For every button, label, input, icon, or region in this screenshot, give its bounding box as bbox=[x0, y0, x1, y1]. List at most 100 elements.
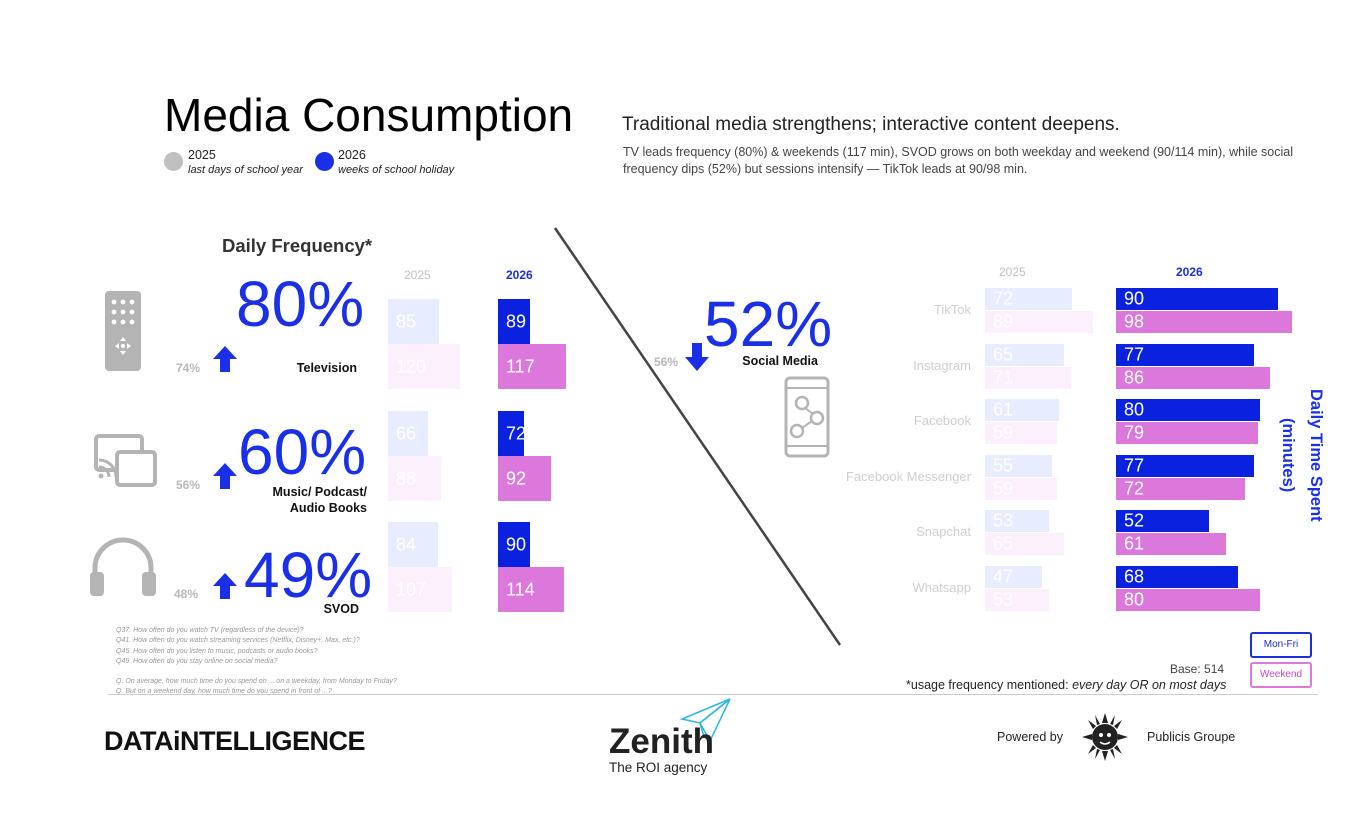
social-app-label: Whatsapp bbox=[912, 580, 971, 595]
social-bar-2025-weekday: 47 bbox=[985, 566, 1043, 588]
question-weekend: Q. But on a weekend day, how much time d… bbox=[116, 688, 332, 696]
media-bar-2026-weekend-value-label: 117 bbox=[506, 356, 535, 376]
media-bar-2025-weekend-value-label: 120 bbox=[396, 356, 427, 376]
arrow-up-icon bbox=[213, 463, 237, 489]
powered-by-text: Powered by bbox=[997, 730, 1064, 744]
page-description: TV leads frequency (80%) & weekends (117… bbox=[623, 145, 1294, 176]
social-bar-2025-weekend: 59 bbox=[985, 477, 1057, 500]
social-bar-2025-weekday-value-label: 65 bbox=[993, 344, 1014, 365]
social-bar-2026-weekday-value-label: 52 bbox=[1124, 510, 1145, 531]
social-bar-2025-weekday: 53 bbox=[985, 510, 1050, 533]
media-bar-2025-weekend: 107 bbox=[388, 567, 453, 612]
social-bar-2025-weekend-value-label: 59 bbox=[993, 422, 1014, 443]
social-bar-2026-weekday-value-label: 68 bbox=[1124, 566, 1145, 587]
music-frequency-2026: 60% bbox=[238, 416, 367, 488]
social-bar-2026-weekday: 77 bbox=[1116, 343, 1255, 366]
headphones-icon bbox=[90, 537, 156, 596]
media-bar-2025-weekend: 88 bbox=[388, 456, 441, 501]
smartphone-social-icon bbox=[784, 376, 830, 458]
question-weekday: Q. On average, how much time do you spen… bbox=[116, 678, 397, 686]
legend-2025-sublabel: last days of school year bbox=[188, 164, 303, 176]
social-bar-2026-weekend: 80 bbox=[1116, 589, 1260, 611]
survey-questions: Q37. How often do you watch TV (regardle… bbox=[116, 626, 516, 698]
media-bar-2025-weekday: 66 bbox=[388, 411, 428, 456]
social-bar-2025-weekday: 61 bbox=[985, 399, 1060, 422]
zenith-paper-plane-icon bbox=[680, 698, 731, 743]
social-bar-2026-weekday: 52 bbox=[1116, 510, 1210, 533]
media-bar-2025-weekend-value-label: 107 bbox=[396, 579, 427, 599]
social-app-label: Facebook Messenger bbox=[845, 468, 971, 484]
social-bar-2025-weekend-value-label: 65 bbox=[993, 533, 1014, 554]
footnote-italic: every day OR on most days bbox=[1072, 678, 1227, 692]
social-bar-2026-weekday: 80 bbox=[1116, 399, 1260, 422]
social-bar-2026-weekday: 90 bbox=[1116, 288, 1278, 310]
legend-2026-dot bbox=[315, 152, 334, 171]
social-bar-2025-weekend-value-label: 59 bbox=[993, 478, 1014, 499]
social-bar-2025-weekday: 72 bbox=[985, 288, 1073, 310]
daily-frequency-heading: Daily Frequency* bbox=[222, 235, 373, 256]
media-bar-2026-weekday: 89 bbox=[498, 299, 530, 344]
media-bar-2026-weekday-value-label: 90 bbox=[506, 534, 527, 554]
social-bar-2025-weekday-value-label: 72 bbox=[993, 288, 1014, 309]
base-size: Base: 514 bbox=[1170, 662, 1225, 676]
media-bar-2026-weekend: 92 bbox=[498, 456, 552, 501]
social-bar-2025-weekday-value-label: 47 bbox=[993, 566, 1014, 587]
question-q41: Q41. How often do you watch streaming se… bbox=[116, 637, 360, 645]
question-q37: Q37. How often do you watch TV (regardle… bbox=[116, 627, 304, 634]
svod-frequency-2025: 48% bbox=[174, 587, 199, 601]
question-q49: Q49. How often do you stay online on soc… bbox=[116, 657, 278, 665]
page-title: Media Consumption bbox=[164, 89, 574, 141]
social-bar-2026-weekday: 68 bbox=[1116, 566, 1239, 588]
social-bar-2026-weekend-value-label: 61 bbox=[1124, 533, 1145, 554]
legend-mon-fri: Mon-Fri bbox=[1250, 632, 1312, 658]
media-bar-2026-weekday-value-label: 89 bbox=[506, 311, 527, 331]
social-bar-2025-weekend: 53 bbox=[985, 589, 1050, 611]
social-bar-2026-weekend: 72 bbox=[1116, 477, 1246, 500]
social-bar-2025-weekday-value-label: 61 bbox=[993, 399, 1014, 420]
arrow-up-icon bbox=[213, 573, 237, 599]
zenith-logo: Zenith bbox=[609, 722, 714, 761]
legend-2026-label: 2026 bbox=[338, 148, 366, 162]
social-bar-2025-weekend: 71 bbox=[985, 366, 1072, 389]
social-bar-2026-weekday-value-label: 77 bbox=[1124, 455, 1145, 476]
data-intelligence-logo: DATAiNTELLIGENCE bbox=[104, 726, 366, 756]
svod-label: SVOD bbox=[323, 602, 359, 616]
zenith-tagline: The ROI agency bbox=[609, 760, 708, 775]
social-bar-2026-weekday: 77 bbox=[1116, 454, 1255, 477]
media-bar-2025-weekday-value-label: 84 bbox=[396, 534, 417, 554]
social-bar-2025-weekend: 59 bbox=[985, 422, 1057, 445]
social-frequency-2026: 52% bbox=[704, 288, 833, 360]
legend-2026-sublabel: weeks of school holiday bbox=[338, 164, 455, 176]
social-bar-2026-weekend-value-label: 98 bbox=[1124, 311, 1145, 332]
remote-control-icon bbox=[105, 291, 141, 371]
daily-time-spent-axis-title: Daily Time Spent (minutes) bbox=[1279, 388, 1325, 522]
time-col-2026: 2026 bbox=[1176, 265, 1203, 279]
social-bar-2026-weekend: 79 bbox=[1116, 422, 1258, 445]
legend-2025-dot bbox=[164, 152, 183, 171]
social-bar-2026-weekend-value-label: 72 bbox=[1124, 478, 1145, 499]
social-bar-2026-weekday-value-label: 90 bbox=[1124, 288, 1145, 309]
social-bar-2025-weekend-value-label: 53 bbox=[993, 589, 1014, 610]
footnote-prefix: *usage frequency mentioned: bbox=[906, 678, 1073, 692]
social-bar-2026-weekend-value-label: 86 bbox=[1124, 367, 1145, 388]
cast-screen-icon bbox=[94, 434, 157, 487]
media-bar-2026-weekday-value-label: 72 bbox=[506, 423, 527, 443]
media-bar-2025-weekday: 85 bbox=[388, 299, 439, 344]
media-bar-2026-weekday: 90 bbox=[498, 522, 530, 567]
media-bar-2025-weekday-value-label: 85 bbox=[396, 311, 417, 331]
tv-label: Television bbox=[296, 361, 357, 375]
social-app-label: Facebook bbox=[913, 413, 971, 429]
social-label: Social Media bbox=[742, 354, 818, 368]
social-bar-2026-weekend: 86 bbox=[1116, 366, 1271, 389]
music-frequency-2025: 56% bbox=[176, 478, 201, 492]
legend-2025-label: 2025 bbox=[188, 148, 216, 162]
arrow-up-icon bbox=[213, 346, 237, 372]
media-bar-2025-weekday-value-label: 66 bbox=[396, 423, 417, 443]
freq-col-2025: 2025 bbox=[404, 268, 431, 282]
publicis-lion-icon bbox=[1082, 713, 1128, 761]
social-bar-2026-weekend-value-label: 79 bbox=[1124, 422, 1145, 443]
social-bar-2025-weekend: 89 bbox=[985, 311, 1093, 333]
tv-frequency-2026: 80% bbox=[236, 268, 365, 340]
social-bar-2025-weekday-value-label: 53 bbox=[993, 510, 1014, 531]
social-bar-2025-weekend-value-label: 71 bbox=[993, 367, 1014, 388]
